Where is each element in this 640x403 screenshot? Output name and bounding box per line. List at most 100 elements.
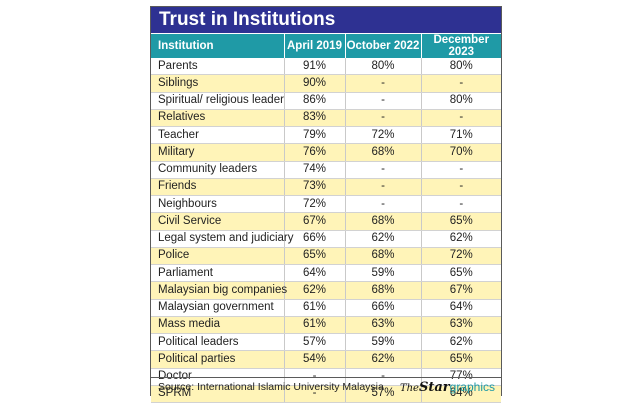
table-row: Civil Service 67% 68% 65% — [151, 212, 501, 231]
table-row: Friends 73% - - — [151, 178, 501, 197]
trust-value: - — [420, 74, 501, 93]
trust-value: - — [420, 178, 501, 197]
trust-value: - — [344, 109, 421, 128]
trust-value: 64% — [283, 264, 345, 283]
trust-value: 68% — [344, 247, 421, 266]
table-row: Political leaders 57% 59% 62% — [151, 333, 501, 352]
table-row: Police 65% 68% 72% — [151, 247, 501, 266]
institution-name: Doctor — [151, 368, 284, 386]
trust-value: 71% — [420, 126, 501, 145]
trust-value: 77% — [420, 368, 501, 386]
trust-table-card: Trust in Institutions Institution April … — [150, 6, 502, 403]
institution-name: SPRM — [151, 385, 284, 403]
trust-value: 72% — [283, 195, 345, 214]
trust-value: 62% — [344, 350, 421, 369]
trust-value: 65% — [420, 212, 501, 231]
trust-table: Institution April 2019 October 2022 Dece… — [151, 34, 501, 403]
trust-value: 57% — [283, 333, 345, 352]
header-october-2022: October 2022 — [344, 34, 421, 58]
institution-name: Parents — [151, 58, 284, 76]
brand-the: The — [399, 383, 419, 394]
trust-value: - — [344, 195, 421, 214]
table-row: Political parties 54% 62% 65% — [151, 350, 501, 369]
trust-value: 74% — [283, 161, 345, 179]
trust-value: - — [420, 109, 501, 128]
institution-name: Military — [151, 143, 284, 162]
table-row: Siblings 90% - - — [151, 74, 501, 93]
table-row: Relatives 83% - - — [151, 109, 501, 128]
table-row: Spiritual/ religious leader 86% -80% — [151, 92, 501, 110]
trust-value: 65% — [420, 264, 501, 283]
table-row: Malaysian big companies 62% 68% 67% — [151, 281, 501, 300]
trust-value: 54% — [283, 350, 345, 369]
brand-graphics: graphics — [449, 380, 495, 394]
institution-name: Siblings — [151, 74, 284, 93]
institution-name: Friends — [151, 178, 284, 197]
institution-name: Political parties — [151, 350, 284, 369]
trust-value: 64% — [420, 299, 501, 317]
source-note: Source: International Islamic University… — [158, 381, 384, 393]
trust-value: 67% — [420, 281, 501, 300]
trust-value: 70% — [420, 143, 501, 162]
trust-value: - — [344, 178, 421, 197]
institution-name: Spiritual/ religious leader — [151, 92, 284, 110]
header-institution: Institution — [151, 34, 284, 58]
header-december-2023: December 2023 — [420, 34, 501, 58]
trust-value: 76% — [283, 143, 345, 162]
table-row: Mass media 61% 63% 63% — [151, 316, 501, 335]
trust-value: 90% — [283, 74, 345, 93]
table-row: Legal system and judiciary 66% 62% 62% — [151, 230, 501, 248]
trust-value: 62% — [420, 230, 501, 248]
trust-value: 62% — [283, 281, 345, 300]
table-row: Teacher 79% 72% 71% — [151, 126, 501, 145]
trust-value: 59% — [344, 333, 421, 352]
trust-value: 72% — [344, 126, 421, 145]
trust-value: 80% — [420, 92, 501, 110]
trust-value: 72% — [420, 247, 501, 266]
trust-value: 68% — [344, 281, 421, 300]
trust-value: 80% — [344, 58, 421, 76]
trust-value: - — [344, 161, 421, 179]
table-row: Community leaders 74% - - — [151, 161, 501, 179]
table-row: Military 76% 68% 70% — [151, 143, 501, 162]
institution-name: Parliament — [151, 264, 284, 283]
trust-value: 61% — [283, 299, 345, 317]
trust-value: - — [283, 385, 345, 403]
trust-value: 86% — [283, 92, 345, 110]
brand-star: Star — [418, 380, 450, 395]
table-row: SPRM -57% 64% — [151, 385, 501, 403]
trust-value: 62% — [344, 230, 421, 248]
trust-value: 83% — [283, 109, 345, 128]
table-body: Parents 91% 80% 80% Siblings 90% - - Spiritual/ … — [151, 58, 501, 403]
institution-name: Legal system and judiciary — [151, 230, 294, 248]
trust-value: 79% — [283, 126, 345, 145]
trust-value: 57% — [344, 385, 421, 403]
trust-value: 65% — [420, 350, 501, 369]
trust-value: 65% — [283, 247, 345, 266]
table-row: Doctor - -77% — [151, 368, 501, 386]
trust-value: 66% — [283, 230, 345, 248]
trust-value: 67% — [283, 212, 345, 231]
institution-name: Political leaders — [151, 333, 284, 352]
institution-name: Civil Service — [151, 212, 284, 231]
trust-value: 73% — [283, 178, 345, 197]
institution-name: Neighbours — [151, 195, 284, 214]
institution-name: Mass media — [151, 316, 284, 335]
trust-value: 80% — [420, 58, 501, 76]
trust-value: 91% — [283, 58, 345, 76]
trust-value: - — [283, 368, 345, 386]
institution-name: Teacher — [151, 126, 284, 145]
trust-value: - — [344, 92, 421, 110]
trust-value: 62% — [420, 333, 501, 352]
trust-value: 61% — [283, 316, 345, 335]
trust-value: 66% — [344, 299, 421, 317]
trust-value: 68% — [344, 212, 421, 231]
table-header-row: Institution April 2019 October 2022 Dece… — [151, 34, 501, 58]
header-april-2019: April 2019 — [283, 34, 345, 58]
trust-value: 63% — [420, 316, 501, 335]
footer: Source: International Islamic University… — [151, 377, 501, 396]
brand-logo: TheStargraphics — [400, 379, 495, 395]
trust-value: 64% — [420, 385, 501, 403]
trust-value: - — [420, 161, 501, 179]
trust-value: 63% — [344, 316, 421, 335]
